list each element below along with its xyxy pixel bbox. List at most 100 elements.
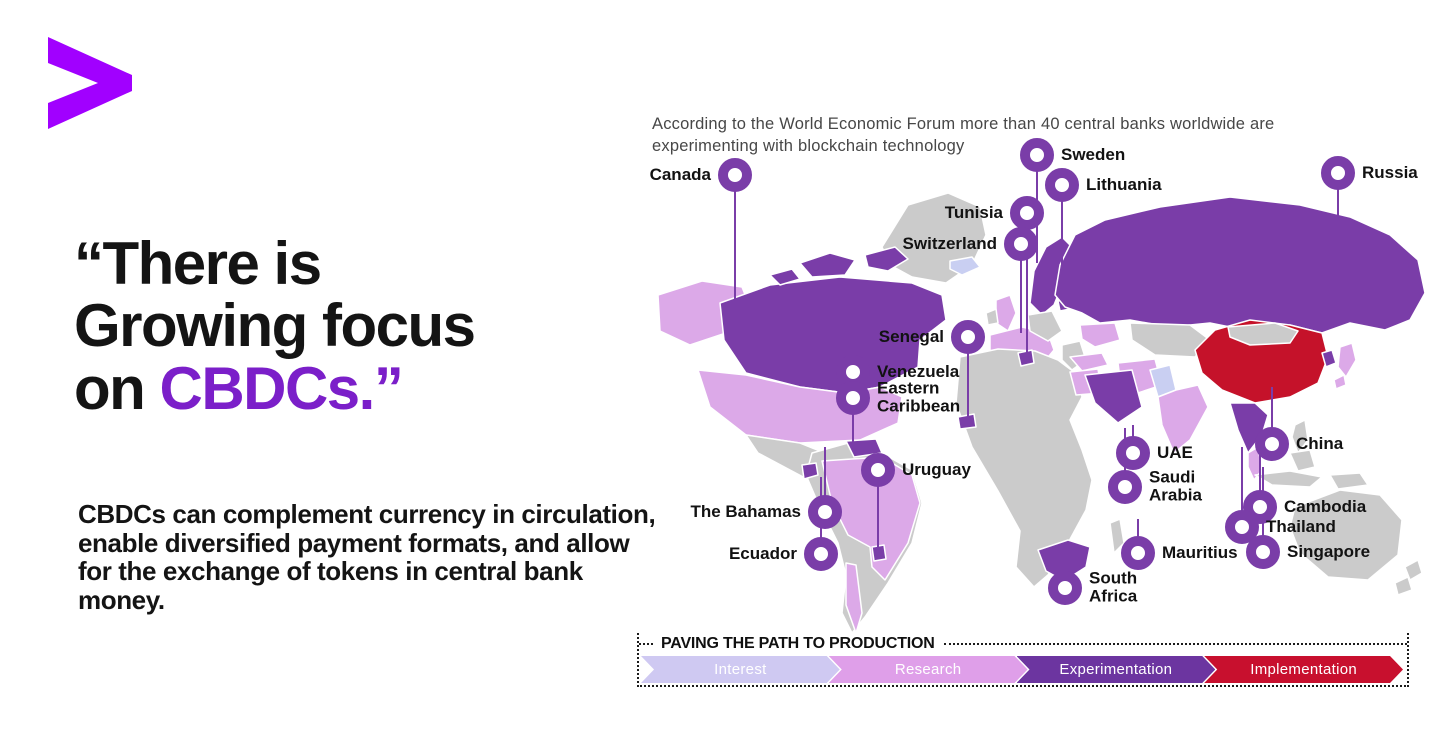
map-marker-label-thailand: Thailand [1266, 516, 1336, 536]
map-marker-tunisia [1010, 196, 1044, 230]
country-india [1157, 384, 1209, 454]
map-marker-label-cambodia: Cambodia [1284, 496, 1367, 516]
country-ecuador [801, 462, 819, 480]
map-marker-label-canada: Canada [649, 164, 711, 184]
country-canada-islands [864, 246, 909, 272]
map-caption: According to the World Economic Forum mo… [652, 115, 1275, 155]
map-marker-lithuania [1045, 168, 1079, 202]
country-canada-islands [769, 268, 801, 286]
map-marker-switzerland [1004, 227, 1038, 261]
marker-connector-line [824, 447, 826, 512]
quote-highlight: CBDCs.” [159, 354, 403, 422]
country-ireland [985, 308, 999, 326]
country-chile [845, 562, 863, 632]
marker-connector-line [852, 398, 854, 443]
country-saudi-arabia [1084, 369, 1143, 424]
chevron-right-icon [48, 37, 132, 129]
marker-connector-line [1271, 387, 1273, 444]
country-philippines [1291, 419, 1309, 454]
legend-dotted-line [943, 642, 1407, 645]
map-marker-label-mauritius: Mauritius [1162, 542, 1238, 562]
map-marker-the-bahamas [808, 495, 842, 529]
marker-connector-line [734, 175, 736, 322]
legend-stage-interest: Interest [641, 656, 840, 683]
country-south-africa [1037, 539, 1091, 582]
body-paragraph: CBDCs can complement currency in circula… [78, 499, 656, 615]
legend-stage-label: Experimentation [1059, 661, 1173, 678]
map-marker-sweden [1020, 138, 1054, 172]
map-marker-label-ecuador: Ecuador [728, 543, 797, 563]
map-marker-russia [1321, 156, 1355, 190]
world-map: Canada Sweden Lithuania Russia Tunisia S… [650, 135, 1440, 632]
country-iceland [949, 256, 981, 276]
legend-stage-label: Research [894, 661, 962, 678]
marker-connector-line [1020, 244, 1022, 333]
map-marker-canada [718, 158, 752, 192]
map-marker-label-saudi-arabia: Saudi Arabia [1149, 467, 1202, 505]
marker-connector-line [1241, 447, 1243, 527]
legend-dotted-stub [639, 642, 653, 645]
marker-connector-line [967, 337, 969, 419]
map-marker-label-lithuania: Lithuania [1086, 174, 1162, 194]
map-marker-senegal [951, 320, 985, 354]
legend-box: PAVING THE PATH TO PRODUCTION Interest R… [637, 633, 1409, 687]
country-usa [697, 369, 903, 444]
legend-stage-implementation: Implementation [1204, 656, 1403, 683]
country-uruguay [871, 544, 887, 562]
map-marker-eastern-caribbean [836, 381, 870, 415]
country-indonesia [1254, 470, 1323, 488]
country-new-zealand [1404, 559, 1423, 581]
map-marker-label-singapore: Singapore [1287, 541, 1371, 561]
map-marker-south-africa [1048, 571, 1082, 605]
legend-stage-label: Interest [714, 661, 767, 678]
country-russia [1054, 196, 1426, 334]
map-marker-label-senegal: Senegal [878, 326, 944, 346]
marker-connector-line [1061, 185, 1063, 300]
country-ukraine [1079, 322, 1121, 348]
country-brazil [821, 456, 921, 581]
marker-connector-line [1337, 173, 1339, 247]
map-marker-label-the-bahamas: The Bahamas [690, 501, 801, 521]
map-marker-label-uae: UAE [1157, 442, 1193, 462]
country-korea [1321, 349, 1337, 368]
map-marker-singapore [1246, 535, 1280, 569]
quote-line-1: “There is [74, 230, 322, 297]
map-marker-saudi-arabia [1108, 470, 1142, 504]
country-new-guinea [1329, 472, 1369, 490]
quote-line-3: on CBDCs.” [74, 354, 674, 422]
map-marker-uae [1116, 436, 1150, 470]
map-marker-layer: Canada Sweden Lithuania Russia Tunisia S… [650, 135, 1440, 632]
quote-line-2: Growing focus [74, 292, 476, 360]
country-canada [719, 276, 947, 394]
marker-connector-line [1026, 213, 1028, 359]
map-marker-label-uruguay: Uruguay [902, 459, 971, 479]
map-marker-label-eastern-caribbean: Eastern Caribbean [877, 378, 961, 416]
quote-headline: “There is Growing focus on CBDCs.” [74, 230, 674, 422]
map-marker-label-tunisia: Tunisia [944, 202, 1003, 222]
legend-stage-label: Implementation [1250, 661, 1357, 678]
marker-connector-line [877, 470, 879, 548]
map-marker-label-south-africa: South Africa [1089, 568, 1138, 606]
country-new-zealand-south [1394, 576, 1413, 596]
country-australia [1289, 489, 1403, 581]
map-marker-label-switzerland: Switzerland [902, 233, 997, 253]
map-marker-label-venezuela: Venezuela [877, 361, 960, 381]
country-africa [955, 348, 1093, 588]
map-marker-label-russia: Russia [1362, 162, 1418, 182]
country-borneo [1289, 449, 1316, 472]
country-kazakhstan [1129, 322, 1211, 358]
marker-connector-line [1259, 437, 1261, 507]
map-marker-mauritius [1121, 536, 1155, 570]
map-marker-china [1255, 427, 1289, 461]
country-china [1194, 319, 1329, 404]
country-japan-south [1333, 374, 1347, 390]
country-mongolia [1227, 322, 1299, 346]
legend-title: PAVING THE PATH TO PRODUCTION [661, 634, 935, 652]
country-japan [1337, 342, 1357, 378]
world-map-svg [657, 192, 1426, 632]
map-marker-label-sweden: Sweden [1061, 144, 1126, 164]
accenture-chevron-icon [48, 36, 132, 130]
country-central-europe [1027, 310, 1063, 342]
legend-stages: Interest Research Experimentation Implem… [641, 656, 1403, 683]
